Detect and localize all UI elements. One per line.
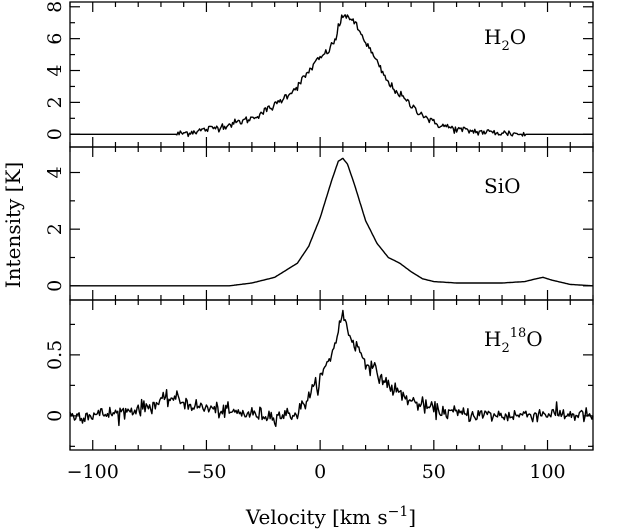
y-tick-label: 6 — [44, 33, 66, 45]
spectrum-line — [69, 309, 594, 427]
y-tick-label: 0 — [44, 410, 66, 422]
y-tick-label: 4 — [44, 64, 66, 76]
species-label-part: H — [484, 327, 501, 351]
species-label-part: SiO — [484, 174, 521, 198]
species-label-part: O — [526, 327, 542, 351]
y-tick-label: 2 — [44, 223, 66, 235]
x-axis-title-close: ] — [408, 505, 416, 529]
y-tick-label: 0 — [44, 128, 66, 140]
x-tick-labels: −100 −50 0 50 100 — [67, 461, 566, 483]
x-tick-label: 0 — [314, 461, 326, 483]
x-tick-label: 50 — [422, 461, 446, 483]
y-tick-label: 0.5 — [44, 340, 66, 370]
x-axis-title-exponent: −1 — [388, 504, 409, 520]
species-label-part: 2 — [501, 39, 509, 54]
species-label: SiO — [484, 174, 521, 198]
panel-frame — [69, 299, 594, 451]
panel-3: 0 0.5 H218O — [44, 299, 594, 451]
species-label: H2O — [484, 25, 526, 54]
species-label: H218O — [484, 326, 543, 356]
x-tick-label: −100 — [67, 461, 119, 483]
panel-frame — [69, 146, 594, 301]
species-label-part: O — [510, 25, 526, 49]
species-label-part: 18 — [510, 326, 527, 341]
panel-2: 0 2 4 SiO — [44, 146, 594, 301]
species-label-part: 2 — [501, 341, 509, 356]
y-axis-title: Intensity [K] — [1, 162, 25, 288]
y-tick-label: 4 — [44, 166, 66, 178]
y-tick-label: 2 — [44, 96, 66, 108]
species-label-part: H — [484, 25, 501, 49]
spectrum-line — [70, 157, 593, 287]
x-axis-title: Velocity [km s−1] — [245, 504, 416, 529]
y-tick-label: 0 — [44, 280, 66, 292]
x-tick-label: −50 — [186, 461, 226, 483]
y-tick-label: 8 — [44, 1, 66, 13]
spectrum-line — [70, 14, 593, 138]
panel-frame — [69, 1, 594, 148]
x-tick-label: 100 — [529, 461, 565, 483]
